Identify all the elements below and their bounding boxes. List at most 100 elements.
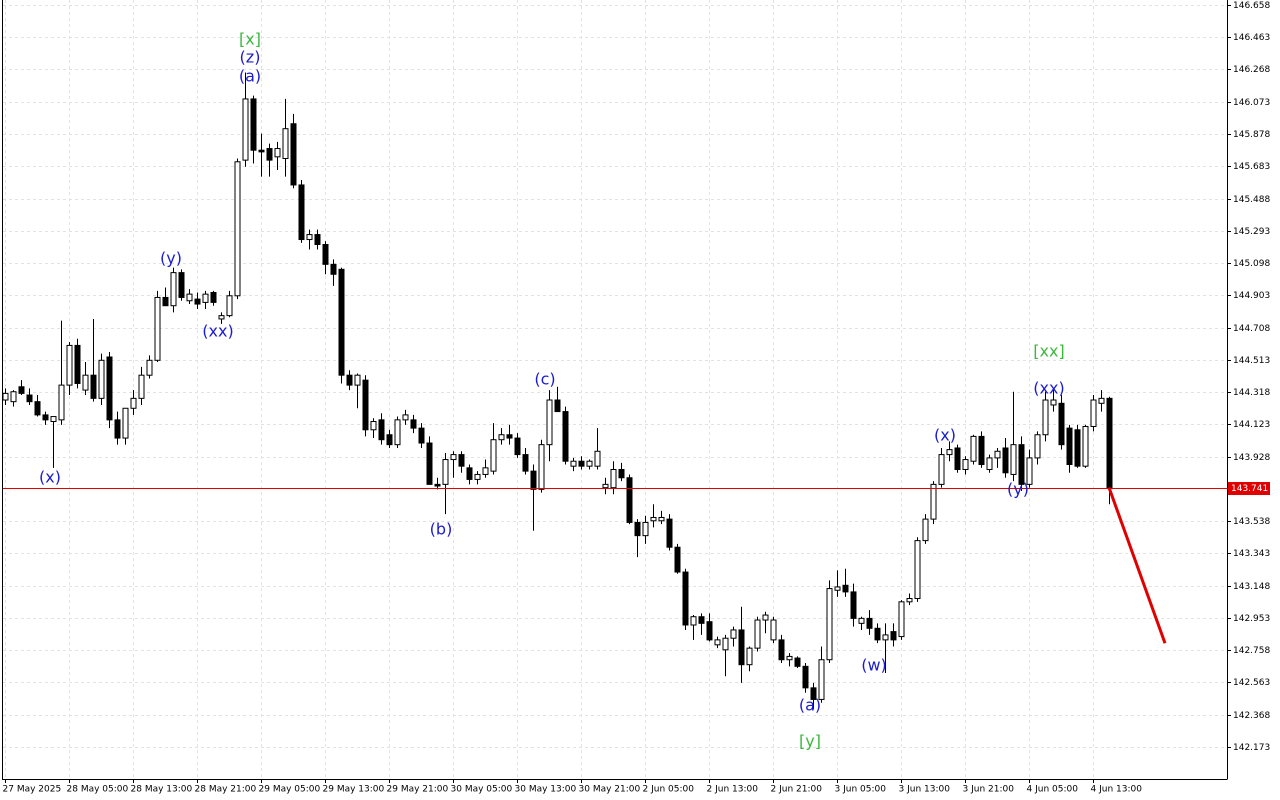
candle-body <box>842 584 849 593</box>
candle-body <box>1090 399 1097 427</box>
candle-body <box>690 616 697 626</box>
candle-body <box>866 617 873 629</box>
candle-body <box>818 659 825 700</box>
candle-body <box>1010 444 1017 475</box>
y-tick-label: 142.758 <box>1233 646 1270 656</box>
candle-body <box>1034 434 1041 459</box>
candle-body <box>266 148 273 161</box>
candle-body <box>1066 427 1073 466</box>
candle-body <box>10 391 17 403</box>
candle-body <box>674 546 681 573</box>
candle-body <box>274 148 281 158</box>
candle-body <box>994 450 1001 459</box>
y-tick-label: 145.488 <box>1233 195 1270 205</box>
x-tick-label: 2 Jun 13:00 <box>707 785 759 795</box>
candle-body <box>914 540 921 600</box>
candle-body <box>338 268 345 376</box>
x-tick-label: 27 May 2025 <box>3 785 62 795</box>
candle-body <box>442 459 449 485</box>
current-price-box <box>1228 482 1270 495</box>
candle-body <box>714 639 721 646</box>
candle-body <box>18 386 25 394</box>
wave-label: (w) <box>861 656 887 675</box>
candle-body <box>1106 397 1113 489</box>
candle-body <box>258 149 265 153</box>
x-tick-label: 28 May 21:00 <box>195 785 257 795</box>
candle-body <box>378 419 385 441</box>
candle-body <box>514 437 521 456</box>
x-tick-label: 4 Jun 05:00 <box>1027 785 1079 795</box>
x-tick-label: 29 May 13:00 <box>323 785 385 795</box>
candle-body <box>450 454 457 461</box>
x-tick-label: 4 Jun 13:00 <box>1091 785 1143 795</box>
candle-body <box>242 98 249 161</box>
y-tick-label: 146.658 <box>1233 1 1270 11</box>
candle-body <box>666 518 673 548</box>
candle-body <box>706 621 713 641</box>
y-tick-label: 143.148 <box>1233 582 1270 592</box>
candle-body <box>898 601 905 638</box>
candle-body <box>682 571 689 626</box>
x-tick-label: 2 Jun 05:00 <box>643 785 695 795</box>
candle-body <box>1074 429 1081 467</box>
plot-area: [x](z)(a)(y)(xx)(x)(c)(b)(a)[y](w)(x)(y)… <box>2 30 1227 751</box>
candle-body <box>26 394 33 403</box>
x-tick-label: 3 Jun 21:00 <box>963 785 1015 795</box>
candle-body <box>210 291 217 303</box>
candle-body <box>882 634 889 641</box>
x-tick-label: 30 May 21:00 <box>579 785 641 795</box>
candle-body <box>50 416 57 423</box>
candle-body <box>570 460 577 467</box>
candle-body <box>1082 425 1089 467</box>
axis-labels: 146.658 146.463 146.268 146.073 145.878 145.6… <box>3 1 1271 795</box>
wave-label: [xx] <box>1033 342 1064 361</box>
candle-body <box>938 454 945 485</box>
x-tick-label: 29 May 05:00 <box>259 785 321 795</box>
candle-body <box>698 616 705 624</box>
candle-body <box>874 627 881 641</box>
candle-body <box>562 411 569 462</box>
candle-body <box>154 296 161 361</box>
candle-body <box>58 384 65 421</box>
candle-body <box>386 434 393 446</box>
candle-body <box>434 483 441 487</box>
candle-body <box>1018 444 1025 485</box>
candle-body <box>466 467 473 480</box>
candle-body <box>170 272 177 307</box>
candle-body <box>546 399 553 446</box>
candle-body <box>234 161 241 297</box>
y-tick-label: 146.073 <box>1233 98 1270 108</box>
candle-body <box>42 414 49 421</box>
x-tick-label: 30 May 05:00 <box>451 785 513 795</box>
candle-body <box>426 442 433 485</box>
candle-body <box>66 344 73 386</box>
candle-body <box>642 521 649 537</box>
candle-body <box>322 244 329 265</box>
wave-label: (x) <box>39 468 61 487</box>
candle-body <box>162 296 169 307</box>
candle-body <box>858 617 865 624</box>
y-tick-label: 144.903 <box>1233 291 1270 301</box>
candle-body <box>802 665 809 689</box>
candle-body <box>482 467 489 475</box>
y-tick-label: 144.513 <box>1233 356 1270 366</box>
candle-body <box>98 359 105 399</box>
candle-body <box>970 435 977 462</box>
candle-body <box>738 629 745 666</box>
candle-body <box>538 444 545 490</box>
candle-body <box>954 447 961 470</box>
candle-body <box>770 619 777 641</box>
candle-body <box>130 397 137 409</box>
candle-body <box>1026 457 1033 485</box>
candle-body <box>362 379 369 431</box>
candle-body <box>218 315 225 320</box>
candle-body <box>722 637 729 651</box>
candle-body <box>490 439 497 472</box>
candle-body <box>178 272 185 298</box>
y-tick-label: 145.878 <box>1233 130 1270 140</box>
y-tick-label: 143.343 <box>1233 549 1270 559</box>
wave-label: (a) <box>239 67 261 86</box>
candle-body <box>978 435 985 466</box>
candle-body <box>394 419 401 446</box>
candle-body <box>418 427 425 444</box>
